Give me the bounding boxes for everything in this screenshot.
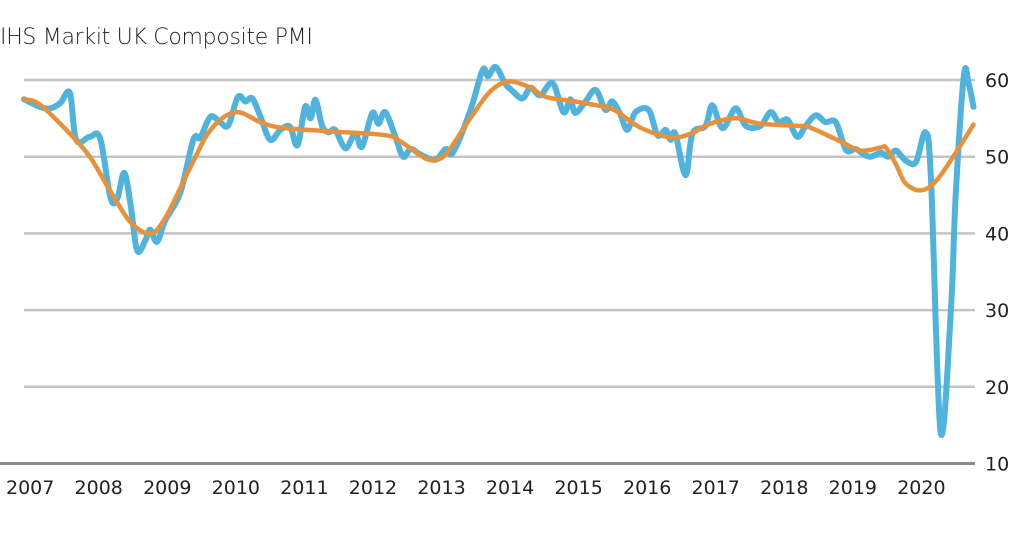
y-tick-label: 10	[985, 454, 1009, 476]
x-tick-label: 2009	[143, 477, 191, 499]
x-tick-labels: 2007 2008 2009 2010 2011 2012 2013 2014 2015 2016…	[6, 477, 946, 499]
x-tick-label: 2011	[280, 477, 328, 499]
x-tick-label: 2007	[6, 477, 54, 499]
x-tick-label: 2014	[486, 477, 534, 499]
x-tick-label: 2010	[212, 477, 260, 499]
chart-title: IHS Markit UK Composite PMI	[0, 25, 313, 50]
series-lines	[21, 63, 977, 438]
y-tick-labels: 10 20 30 40 50 60	[985, 70, 1009, 476]
gridlines	[0, 78, 975, 465]
x-tick-label: 2015	[554, 477, 602, 499]
x-tick-label: 2017	[692, 477, 740, 499]
x-tick-label: 2008	[75, 477, 123, 499]
y-tick-label: 20	[985, 377, 1009, 399]
y-tick-label: 30	[985, 300, 1009, 322]
x-tick-label: 2016	[623, 477, 671, 499]
trend-series-line	[21, 79, 976, 236]
x-tick-label: 2013	[417, 477, 465, 499]
x-tick-label: 2019	[829, 477, 877, 499]
y-tick-label: 60	[985, 70, 1009, 92]
x-tick-label: 2020	[897, 477, 945, 499]
pmi-series-line	[21, 63, 977, 438]
x-tick-label: 2018	[760, 477, 808, 499]
y-tick-label: 40	[985, 223, 1009, 245]
y-tick-label: 50	[985, 147, 1009, 169]
x-tick-label: 2012	[349, 477, 397, 499]
